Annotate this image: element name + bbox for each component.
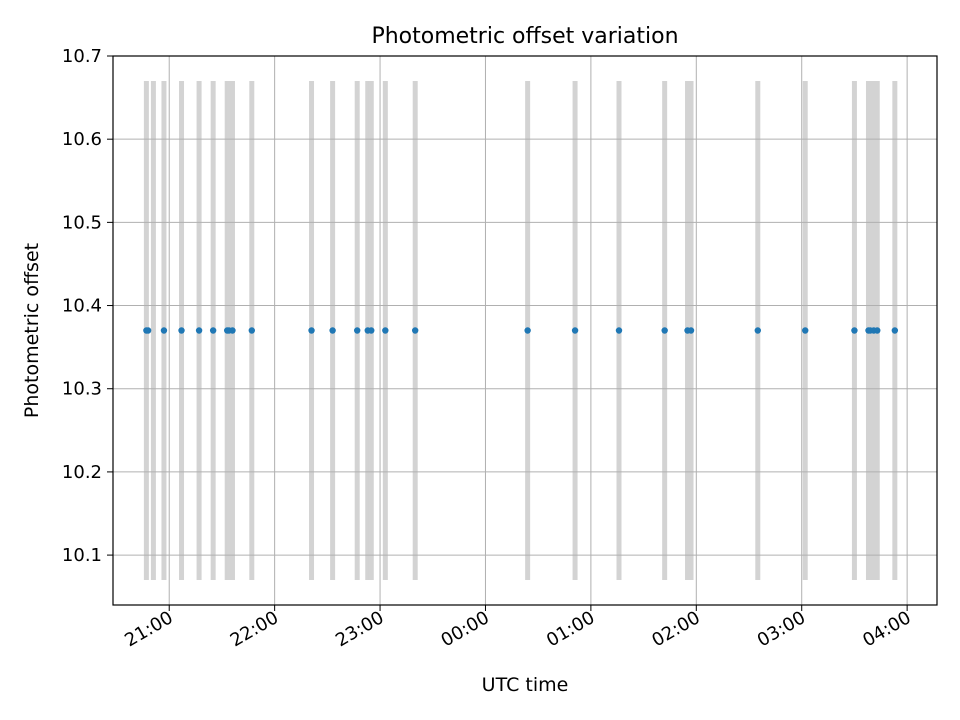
data-point — [382, 327, 389, 334]
y-tick-label: 10.2 — [62, 462, 102, 483]
y-tick-label: 10.1 — [62, 545, 102, 566]
data-point — [195, 327, 203, 334]
y-tick-label: 10.7 — [62, 46, 102, 67]
grid — [113, 55, 937, 605]
data-point — [687, 327, 695, 334]
data-point — [368, 327, 375, 334]
data-point — [411, 327, 419, 334]
data-point — [524, 327, 531, 334]
data-point — [571, 327, 579, 334]
y-axis-label: Photometric offset — [21, 243, 43, 418]
data-point — [308, 327, 315, 334]
y-tick-label: 10.3 — [62, 379, 102, 400]
data-point — [178, 327, 185, 334]
plot-frame — [112, 55, 938, 606]
y-tick-label: 10.6 — [62, 129, 102, 150]
chart-title: Photometric offset variation — [371, 24, 678, 49]
data-point — [891, 327, 899, 334]
data-point — [229, 327, 236, 334]
y-tick-label: 10.5 — [62, 212, 102, 233]
data-point — [754, 327, 761, 334]
data-point — [615, 327, 623, 334]
data-point — [354, 327, 361, 334]
data-point — [160, 327, 168, 334]
data-points — [143, 327, 899, 334]
x-axis-label: UTC time — [482, 674, 569, 696]
data-point — [329, 327, 336, 334]
data-point — [209, 327, 217, 334]
data-point — [874, 327, 881, 334]
y-tick-label: 10.4 — [62, 296, 102, 317]
y-axis-ticks: 10.1 10.2 10.3 10.4 10.5 10.6 10.7 — [62, 46, 113, 566]
data-point — [851, 327, 858, 334]
data-point — [248, 327, 255, 334]
data-point — [144, 327, 152, 334]
data-point — [661, 327, 668, 334]
data-point — [802, 327, 809, 334]
